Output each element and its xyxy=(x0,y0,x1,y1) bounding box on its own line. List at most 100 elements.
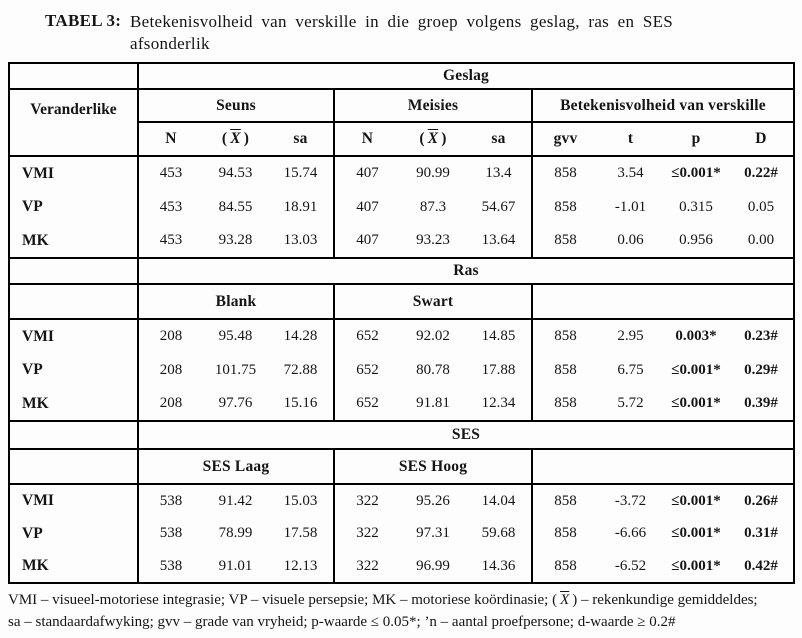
paren-close: ) xyxy=(243,130,250,147)
row-label: VMI xyxy=(9,484,139,517)
cell-p: ≤0.001* xyxy=(663,387,729,422)
table-row: VMI 453 94.53 15.74 407 90.99 13.4 858 3… xyxy=(9,156,794,190)
cell-empty xyxy=(530,449,795,485)
cell-d: 0.00 xyxy=(729,224,795,259)
header-group-seuns: Seuns xyxy=(138,89,334,123)
cell-mean: 80.78 xyxy=(416,361,450,378)
caption-label: TABEL 3: xyxy=(45,11,122,30)
cell-gvv: 858 xyxy=(531,190,598,224)
cell-gvv: 858 xyxy=(531,353,598,387)
table-caption: TABEL 3: Betekenisvolheid van verskille … xyxy=(45,11,673,55)
cell-d: 0.22# xyxy=(744,165,778,181)
cell-sa: 12.34 xyxy=(466,387,532,422)
footnote-line-2: sa – standaardafwyking; gvv – grade van … xyxy=(8,614,676,630)
cell-p: ≤0.001* xyxy=(671,557,721,574)
cell-n: 453 xyxy=(159,198,183,215)
header-sa: sa xyxy=(268,122,334,157)
cell-gvv: 858 xyxy=(531,484,598,517)
section-title-row: SES xyxy=(9,421,795,450)
cell-sa: 72.88 xyxy=(283,361,318,378)
cell-mean: 96.99 xyxy=(416,557,450,574)
cell-d: 0.39# xyxy=(729,387,795,422)
cell-n: 652 xyxy=(333,319,400,353)
paren-close: ) xyxy=(441,130,447,147)
header-d: D xyxy=(729,122,795,157)
cell-sa: 15.16 xyxy=(268,387,334,422)
cell-empty xyxy=(9,284,139,320)
cell-mean: 95.48 xyxy=(218,328,253,344)
cell-d: 0.23# xyxy=(744,328,778,344)
cell-mean: 93.23 xyxy=(400,224,466,259)
cell-p: 0.315 xyxy=(679,198,713,215)
header-group-blank: Blank xyxy=(138,284,334,320)
cell-mean: 91.01 xyxy=(218,557,253,574)
mean-symbol: (X) xyxy=(552,592,577,608)
cell-n: 453 xyxy=(159,165,183,181)
group-header-row: Blank Swart xyxy=(9,284,795,320)
cell-t: -1.01 xyxy=(614,198,647,215)
section-title-ras: Ras xyxy=(138,258,795,285)
cell-sa: 54.67 xyxy=(481,198,516,215)
cell-sa: 14.28 xyxy=(283,328,318,344)
cell-d: 0.26# xyxy=(744,492,778,509)
cell-sa: 15.74 xyxy=(283,165,318,181)
paren-open: ( xyxy=(552,592,558,608)
xbar-symbol: X xyxy=(427,130,439,147)
cell-sa: 14.04 xyxy=(481,492,516,509)
cell-sa: 13.03 xyxy=(268,224,334,259)
cell-sa: 14.85 xyxy=(481,328,516,344)
cell-t: -6.66 xyxy=(614,525,647,541)
header-group-ses-hoog: SES Hoog xyxy=(333,449,532,485)
cell-mean: 95.26 xyxy=(416,492,450,509)
row-label: VMI xyxy=(9,156,139,190)
cell-mean: 97.31 xyxy=(416,525,450,541)
cell-empty xyxy=(9,449,139,485)
header-group-betekenisvolheid: Betekenisvolheid van verskille xyxy=(530,89,795,123)
section-title-ses: SES xyxy=(138,421,795,450)
cell-d: 0.42# xyxy=(744,557,778,574)
row-label: VMI xyxy=(9,319,139,353)
cell-mean: 91.42 xyxy=(218,492,253,509)
cell-p: ≤0.001* xyxy=(671,165,721,181)
section-title-row: Geslag xyxy=(9,63,795,90)
section-title-geslag: Geslag xyxy=(138,63,795,90)
cell-sa: 13.64 xyxy=(466,224,532,259)
cell-t: 3.54 xyxy=(617,165,644,181)
cell-t: -3.72 xyxy=(614,492,647,509)
cell-n: 407 xyxy=(333,224,400,259)
cell-p: 0.003* xyxy=(675,328,717,344)
caption-line-1: Betekenisvolheid van verskille in die gr… xyxy=(130,12,674,31)
cell-n: 208 xyxy=(138,387,203,422)
footnote-line-1: VMI – visueel-motoriese integrasie; VP –… xyxy=(8,589,800,611)
cell-gvv: 858 xyxy=(531,550,598,583)
cell-n: 407 xyxy=(333,190,400,224)
cell-sa: 59.68 xyxy=(481,525,516,541)
paren-open: ( xyxy=(221,130,228,147)
table-row: MK 538 91.01 12.13 322 96.99 14.36 858 -… xyxy=(9,550,794,583)
cell-mean: 93.28 xyxy=(203,224,268,259)
row-label: VP xyxy=(9,190,139,224)
cell-sa: 17.58 xyxy=(283,525,318,541)
cell-gvv: 858 xyxy=(531,156,598,190)
paren-close: ) xyxy=(572,592,578,608)
footnote-text: – rekenkundige gemiddeldes; xyxy=(577,592,758,608)
cell-empty xyxy=(530,284,795,320)
cell-t: 5.72 xyxy=(598,387,663,422)
row-label: MK xyxy=(9,550,139,583)
table-row: MK 453 93.28 13.03 407 93.23 13.64 858 0… xyxy=(9,224,795,259)
cell-gvv: 858 xyxy=(531,387,598,422)
header-group-ses-laag: SES Laag xyxy=(138,449,334,485)
cell-t: -6.52 xyxy=(614,557,647,574)
cell-mean: 87.3 xyxy=(419,198,447,215)
cell-d: 0.05 xyxy=(747,198,775,215)
header-group-swart: Swart xyxy=(333,284,532,320)
row-label: VP xyxy=(9,517,139,550)
cell-mean: 92.02 xyxy=(416,328,450,344)
cell-mean: 97.76 xyxy=(203,387,268,422)
cell-n: 538 xyxy=(159,492,183,509)
subheader-row: N (X) sa N (X) sa gvv t p D xyxy=(9,122,795,157)
cell-n: 322 xyxy=(333,517,400,550)
cell-d: 0.29# xyxy=(744,361,778,378)
header-veranderlike: Veranderlike xyxy=(9,89,139,157)
